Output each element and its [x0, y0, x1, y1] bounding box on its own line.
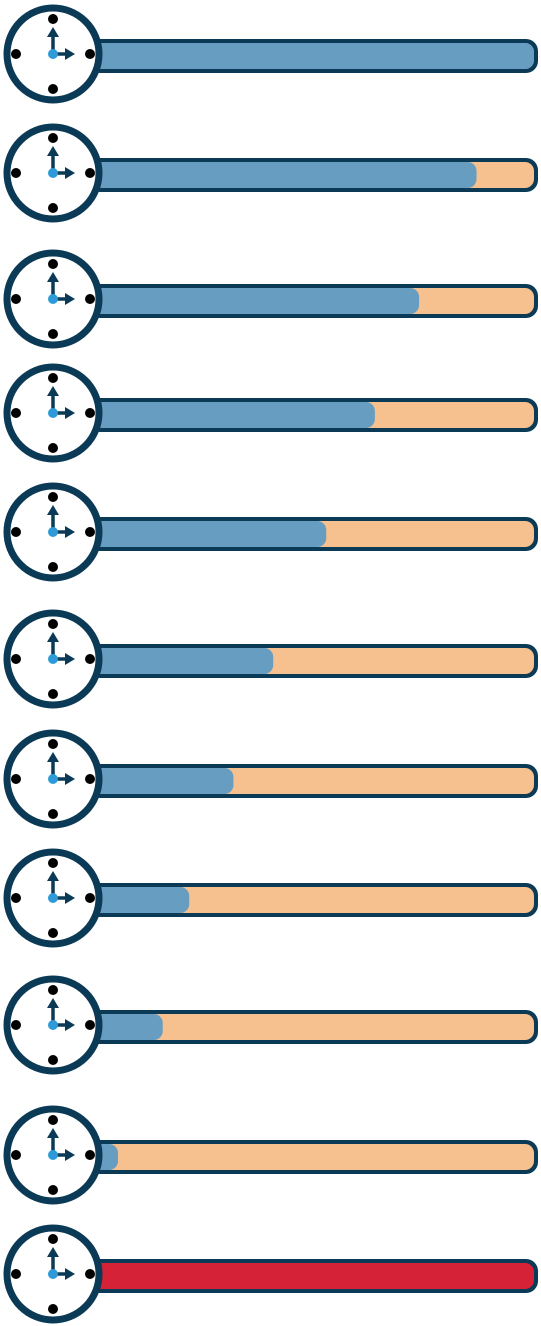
- progress-fill: [92, 887, 189, 913]
- progress-fill: [92, 521, 326, 547]
- clock-hour-dot: [48, 373, 58, 383]
- clock-hub: [48, 527, 58, 537]
- timer-graphic: [0, 1103, 541, 1207]
- timer-graphic: [0, 607, 541, 711]
- clock-hub: [48, 893, 58, 903]
- stopwatch-clock-icon: [7, 733, 99, 825]
- clock-hub: [48, 1150, 58, 1160]
- timer-row: [0, 973, 541, 1077]
- clock-hour-dot: [48, 1185, 58, 1195]
- progress-fill: [92, 768, 233, 794]
- stopwatch-clock-icon: [7, 253, 99, 345]
- clock-hour-dot: [48, 739, 58, 749]
- clock-hub: [48, 408, 58, 418]
- clock-hour-dot: [48, 1304, 58, 1314]
- clock-hour-dot: [11, 1269, 21, 1279]
- timer-graphic: [0, 247, 541, 351]
- clock-hub: [48, 168, 58, 178]
- timer-row: [0, 727, 541, 831]
- clock-hour-dot: [85, 1269, 95, 1279]
- progress-expired-fill: [92, 1263, 534, 1289]
- progress-fill: [92, 43, 534, 69]
- timer-row: [0, 1222, 541, 1326]
- clock-hour-dot: [48, 562, 58, 572]
- clock-hour-dot: [48, 259, 58, 269]
- clock-hour-dot: [11, 1020, 21, 1030]
- timer-graphic: [0, 1222, 541, 1326]
- clock-hour-dot: [11, 1150, 21, 1160]
- clock-hour-dot: [85, 294, 95, 304]
- stopwatch-clock-icon: [7, 613, 99, 705]
- clock-hour-dot: [48, 928, 58, 938]
- stopwatch-clock-icon: [7, 1109, 99, 1201]
- clock-hour-dot: [11, 774, 21, 784]
- progress-remaining: [92, 1144, 534, 1170]
- timer-graphic: [0, 121, 541, 225]
- clock-hub: [48, 1020, 58, 1030]
- clock-hour-dot: [11, 168, 21, 178]
- clock-hour-dot: [48, 1115, 58, 1125]
- stopwatch-clock-icon: [7, 127, 99, 219]
- progress-fill: [92, 288, 419, 314]
- clock-hour-dot: [11, 893, 21, 903]
- clock-hour-dot: [48, 203, 58, 213]
- timer-row: [0, 480, 541, 584]
- timer-row: [0, 2, 541, 106]
- clock-hour-dot: [11, 294, 21, 304]
- timer-graphic: [0, 480, 541, 584]
- clock-hub: [48, 294, 58, 304]
- clock-hub: [48, 49, 58, 59]
- clock-hour-dot: [48, 14, 58, 24]
- progress-fill: [92, 402, 375, 428]
- progress-fill: [92, 162, 477, 188]
- clock-hour-dot: [85, 774, 95, 784]
- clock-hour-dot: [85, 654, 95, 664]
- timer-graphic: [0, 361, 541, 465]
- clock-hour-dot: [11, 527, 21, 537]
- timer-row: [0, 607, 541, 711]
- clock-hour-dot: [48, 619, 58, 629]
- clock-hour-dot: [48, 329, 58, 339]
- stopwatch-clock-icon: [7, 852, 99, 944]
- clock-hour-dot: [48, 809, 58, 819]
- clock-hour-dot: [11, 408, 21, 418]
- stopwatch-clock-icon: [7, 1228, 99, 1320]
- clock-hour-dot: [48, 133, 58, 143]
- timer-graphic: [0, 973, 541, 1077]
- clock-hour-dot: [85, 1150, 95, 1160]
- stopwatch-clock-icon: [7, 486, 99, 578]
- clock-hour-dot: [48, 492, 58, 502]
- clock-hour-dot: [85, 408, 95, 418]
- clock-hub: [48, 774, 58, 784]
- clock-hub: [48, 654, 58, 664]
- clock-hour-dot: [48, 1234, 58, 1244]
- clock-hour-dot: [48, 858, 58, 868]
- clock-hour-dot: [48, 84, 58, 94]
- clock-hour-dot: [85, 49, 95, 59]
- progress-fill: [92, 648, 273, 674]
- clock-hour-dot: [11, 654, 21, 664]
- clock-hub: [48, 1269, 58, 1279]
- timer-row: [0, 361, 541, 465]
- timer-row: [0, 846, 541, 950]
- clock-hour-dot: [48, 985, 58, 995]
- clock-hour-dot: [48, 689, 58, 699]
- clock-hour-dot: [11, 49, 21, 59]
- stopwatch-clock-icon: [7, 8, 99, 100]
- clock-hour-dot: [85, 1020, 95, 1030]
- stopwatch-clock-icon: [7, 979, 99, 1071]
- clock-hour-dot: [85, 168, 95, 178]
- clock-hour-dot: [85, 527, 95, 537]
- clock-hour-dot: [48, 1055, 58, 1065]
- stopwatch-clock-icon: [7, 367, 99, 459]
- timer-row: [0, 121, 541, 225]
- progress-fill: [92, 1014, 163, 1040]
- timer-row: [0, 1103, 541, 1207]
- timer-row: [0, 247, 541, 351]
- timer-graphic: [0, 727, 541, 831]
- clock-hour-dot: [48, 443, 58, 453]
- timer-graphic: [0, 846, 541, 950]
- timer-graphic: [0, 2, 541, 106]
- clock-hour-dot: [85, 893, 95, 903]
